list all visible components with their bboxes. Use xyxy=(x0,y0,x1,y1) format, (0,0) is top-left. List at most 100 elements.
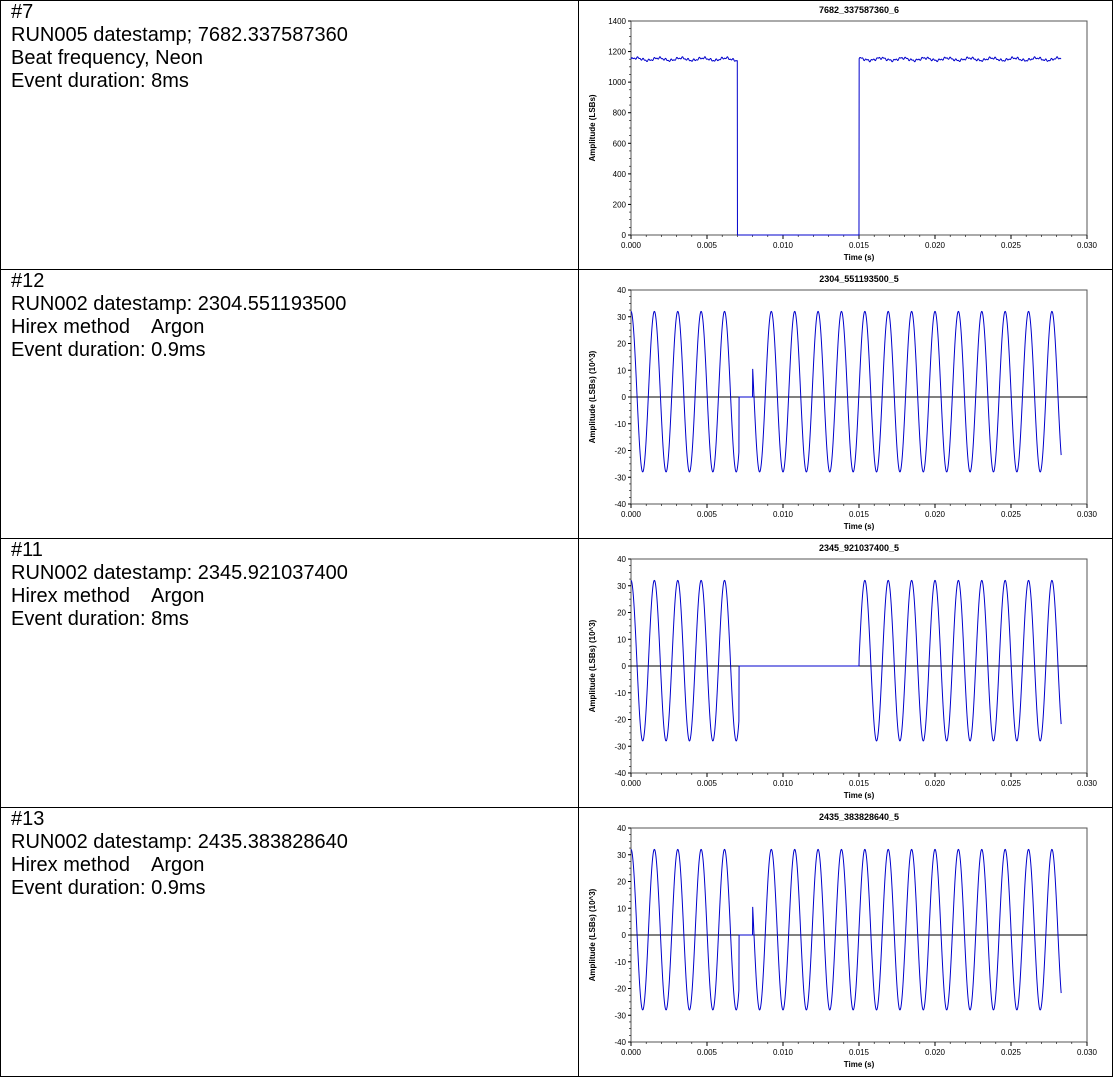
table-row: #7 RUN005 datestamp; 7682.337587360 Beat… xyxy=(0,0,1113,270)
description-cell: #12 RUN002 datestamp: 2304.551193500 Hir… xyxy=(0,269,579,539)
waveform-plot: 7682_337587360_6 0 200 400 600 800 1000 1200 140… xyxy=(588,5,1098,262)
y-tick-label: 10 xyxy=(617,904,626,913)
x-tick-label: 0.000 xyxy=(621,779,642,788)
waveform-plot: 2304_551193500_5 -40 -30 -20 -10 0 10 20 30 40 0.0… xyxy=(588,274,1098,531)
method-line: Hirex method Argon xyxy=(11,854,205,876)
y-tick-label: -30 xyxy=(614,742,626,751)
x-tick-label: 0.010 xyxy=(773,241,794,250)
run-datestamp: RUN002 datestamp: 2345.921037400 xyxy=(11,562,348,584)
y-tick-label: 40 xyxy=(617,286,626,295)
x-tick-label: 0.020 xyxy=(925,1048,946,1057)
y-tick-label: -20 xyxy=(614,447,626,456)
y-tick-label: 0 xyxy=(622,931,627,940)
description-cell: #11 RUN002 datestamp: 2345.921037400 Hir… xyxy=(0,538,579,808)
y-tick-label: 600 xyxy=(613,139,627,148)
y-tick-label: 30 xyxy=(617,851,626,860)
y-tick-label: -40 xyxy=(614,1038,626,1047)
x-tick-label: 0.015 xyxy=(849,779,870,788)
signal-line xyxy=(630,56,1062,236)
y-tick-label: 10 xyxy=(617,366,626,375)
x-tick-label: 0.015 xyxy=(849,510,870,519)
plot-cell: 2345_921037400_5 -40 -30 -20 -10 0 10 20 30 40 0.0… xyxy=(578,538,1113,808)
description-text: #7 RUN005 datestamp; 7682.337587360 Beat… xyxy=(1,1,578,93)
x-tick-label: 0.030 xyxy=(1077,779,1098,788)
description-cell: #13 RUN002 datestamp: 2435.383828640 Hir… xyxy=(0,807,579,1077)
x-tick-label: 0.005 xyxy=(697,510,718,519)
y-tick-label: -40 xyxy=(614,500,626,509)
x-axis-label: Time (s) xyxy=(844,522,875,531)
event-duration: Event duration: 8ms xyxy=(11,608,189,630)
x-tick-label: 0.020 xyxy=(925,510,946,519)
y-tick-label: 0 xyxy=(622,393,627,402)
run-datestamp: RUN002 datestamp: 2435.383828640 xyxy=(11,831,348,853)
y-tick-label: 20 xyxy=(617,340,626,349)
plot-cell: 2435_383828640_5 -40 -30 -20 -10 0 10 20 30 40 0.0… xyxy=(578,807,1113,1077)
y-tick-label: -40 xyxy=(614,769,626,778)
run-datestamp: RUN002 datestamp: 2304.551193500 xyxy=(11,293,347,315)
x-tick-label: 0.005 xyxy=(697,1048,718,1057)
y-tick-label: -10 xyxy=(614,420,626,429)
y-axis-label: Amplitude (LSBs) (10^3) xyxy=(588,350,597,443)
y-tick-label: 30 xyxy=(617,313,626,322)
y-tick-label: 20 xyxy=(617,878,626,887)
x-tick-label: 0.005 xyxy=(697,241,718,250)
y-axis-label: Amplitude (LSBs) xyxy=(588,94,597,161)
method-line: Hirex method Argon xyxy=(11,316,205,338)
x-axis-label: Time (s) xyxy=(844,253,875,262)
y-tick-label: 40 xyxy=(617,555,626,564)
y-tick-label: 1400 xyxy=(608,17,626,26)
x-tick-label: 0.025 xyxy=(1001,779,1022,788)
description-text: #13 RUN002 datestamp: 2435.383828640 Hir… xyxy=(1,808,578,900)
y-tick-label: -30 xyxy=(614,1011,626,1020)
x-tick-label: 0.025 xyxy=(1001,241,1022,250)
chart-title: 2345_921037400_5 xyxy=(819,543,899,553)
y-tick-label: 200 xyxy=(613,200,627,209)
table-row: #11 RUN002 datestamp: 2345.921037400 Hir… xyxy=(0,538,1113,808)
y-tick-label: -30 xyxy=(614,473,626,482)
method-line: Beat frequency, Neon xyxy=(11,47,203,69)
waveform-plot: 2435_383828640_5 -40 -30 -20 -10 0 10 20 30 40 0.0… xyxy=(588,812,1098,1069)
y-tick-label: -10 xyxy=(614,958,626,967)
table-row: #12 RUN002 datestamp: 2304.551193500 Hir… xyxy=(0,269,1113,539)
y-tick-label: 1000 xyxy=(608,78,626,87)
method-line: Hirex method Argon xyxy=(11,585,205,607)
y-tick-label: 400 xyxy=(613,170,627,179)
event-id: #13 xyxy=(11,808,45,830)
x-tick-label: 0.020 xyxy=(925,779,946,788)
event-id: #12 xyxy=(11,270,45,292)
x-tick-label: 0.000 xyxy=(621,1048,642,1057)
x-tick-label: 0.010 xyxy=(773,1048,794,1057)
y-tick-label: 0 xyxy=(622,231,627,240)
description-text: #11 RUN002 datestamp: 2345.921037400 Hir… xyxy=(1,539,578,631)
event-id: #11 xyxy=(11,539,43,561)
x-tick-label: 0.015 xyxy=(849,1048,870,1057)
x-tick-label: 0.005 xyxy=(697,779,718,788)
y-tick-label: 800 xyxy=(613,109,627,118)
x-tick-label: 0.030 xyxy=(1077,510,1098,519)
event-duration: Event duration: 0.9ms xyxy=(11,339,206,361)
signal-line xyxy=(630,579,1062,742)
x-tick-label: 0.030 xyxy=(1077,1048,1098,1057)
chart-title: 2304_551193500_5 xyxy=(819,274,899,284)
y-tick-label: -20 xyxy=(614,985,626,994)
y-tick-label: 30 xyxy=(617,582,626,591)
x-tick-label: 0.025 xyxy=(1001,510,1022,519)
x-tick-label: 0.000 xyxy=(621,510,642,519)
event-duration: Event duration: 8ms xyxy=(11,70,189,92)
x-axis-label: Time (s) xyxy=(844,791,875,800)
plot-cell: 7682_337587360_6 0 200 400 600 800 1000 1200 140… xyxy=(578,0,1113,270)
y-tick-label: -20 xyxy=(614,716,626,725)
table-row: #13 RUN002 datestamp: 2435.383828640 Hir… xyxy=(0,807,1113,1077)
y-tick-label: 1200 xyxy=(608,48,626,57)
chart-title: 7682_337587360_6 xyxy=(819,5,899,15)
x-tick-label: 0.015 xyxy=(849,241,870,250)
description-cell: #7 RUN005 datestamp; 7682.337587360 Beat… xyxy=(0,0,579,270)
run-datestamp: RUN005 datestamp; 7682.337587360 xyxy=(11,24,348,46)
x-tick-label: 0.030 xyxy=(1077,241,1098,250)
y-tick-label: 20 xyxy=(617,609,626,618)
y-tick-label: -10 xyxy=(614,689,626,698)
signal-line xyxy=(630,848,1062,1011)
y-axis-label: Amplitude (LSBs) (10^3) xyxy=(588,888,597,981)
event-id: #7 xyxy=(11,1,34,23)
